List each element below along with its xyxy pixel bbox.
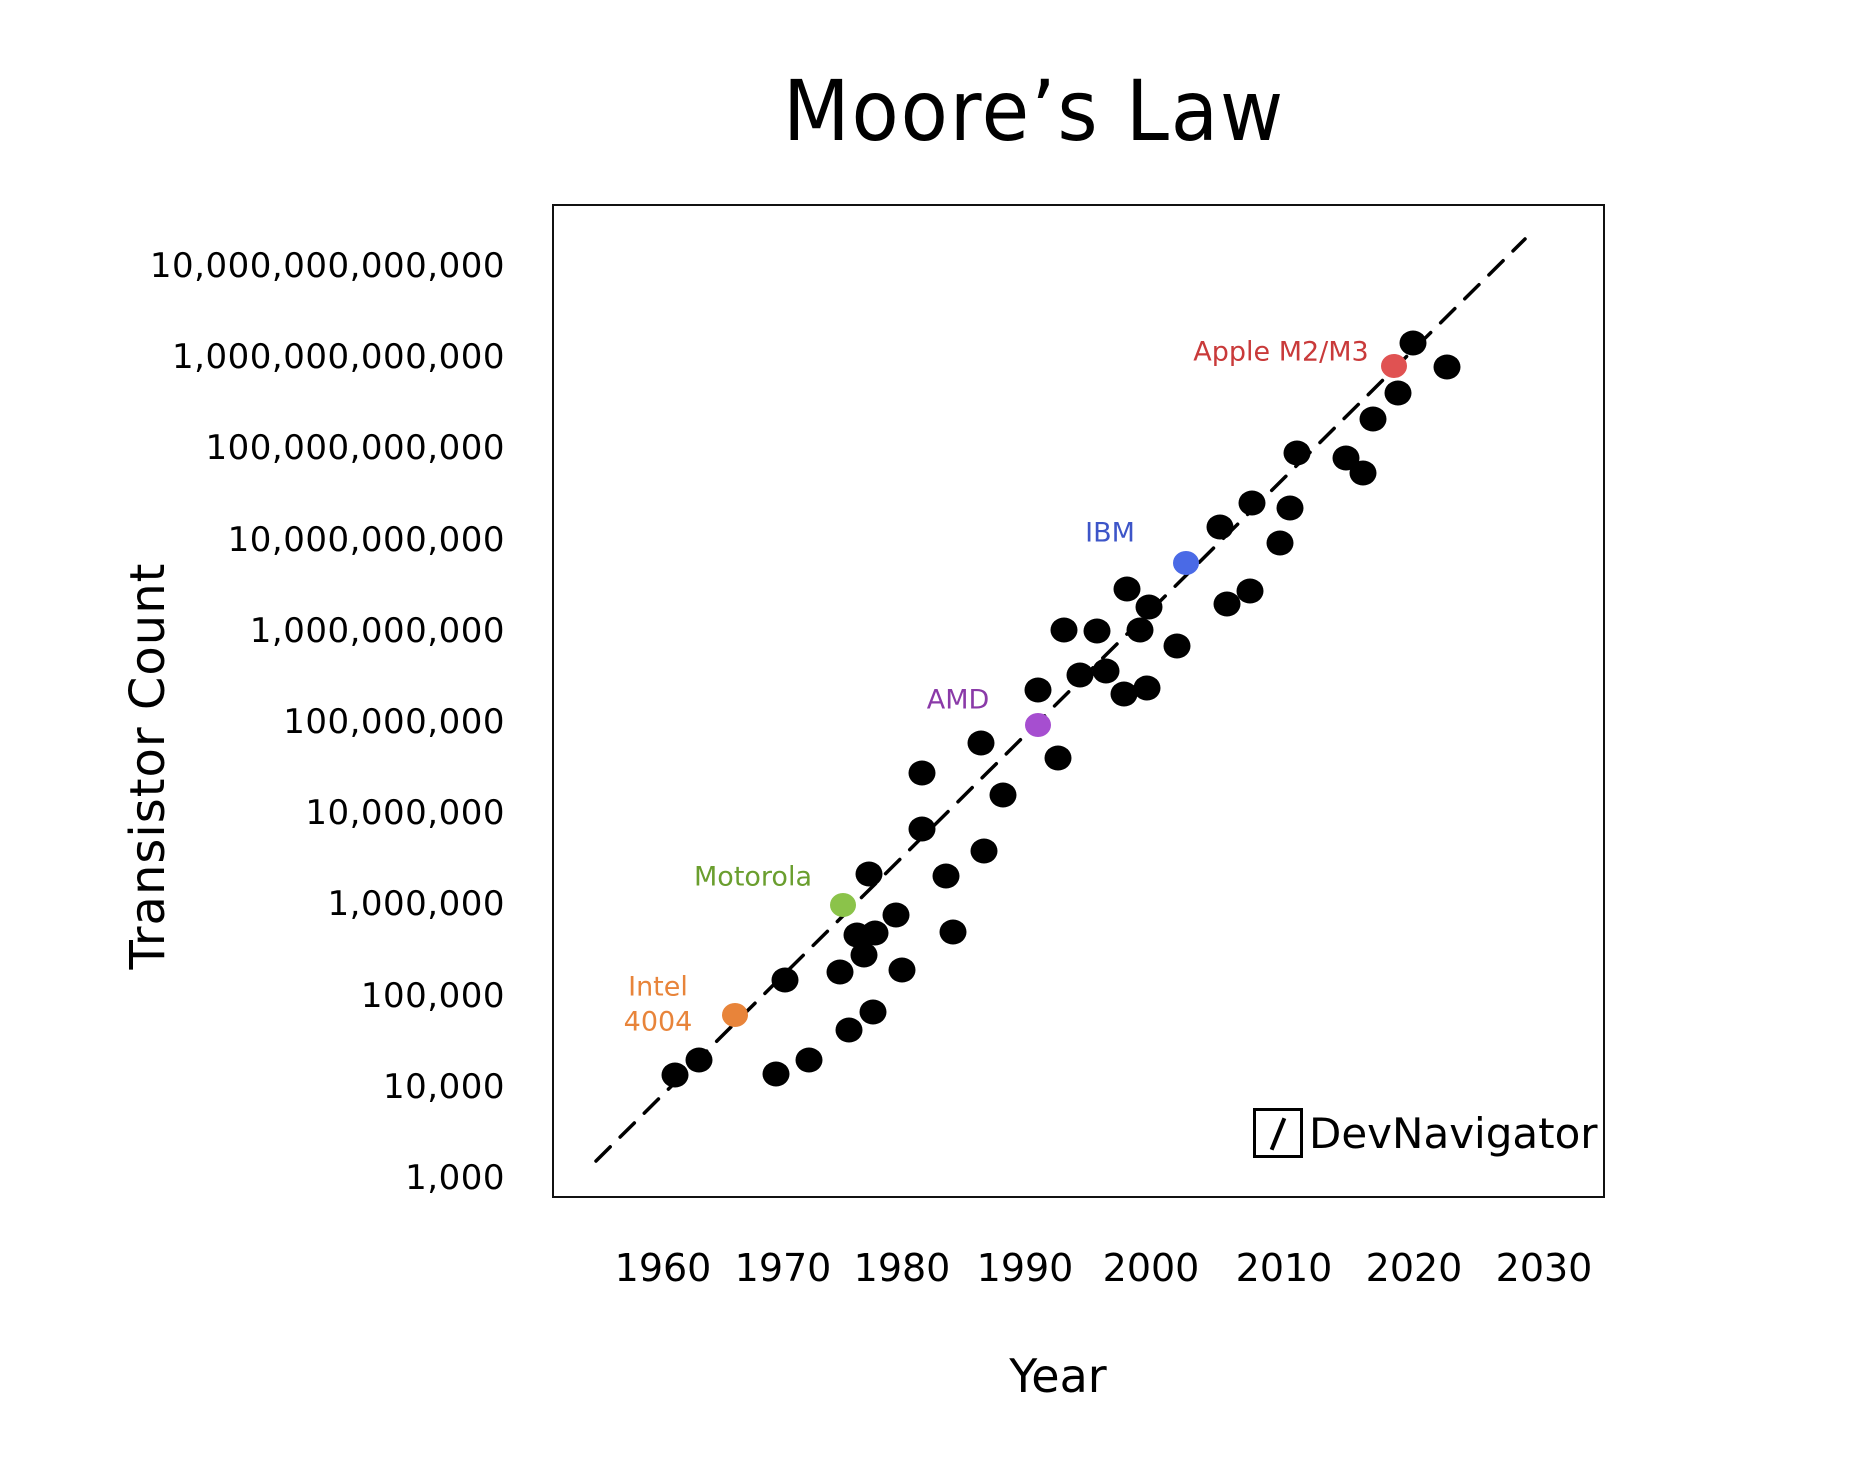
y-tick-label: 1,000,000 [327,884,505,925]
annotation-label: 4004 [623,1006,693,1038]
y-tick-label: 10,000,000,000,000 [149,246,505,286]
devnavigator-watermark: DevNavigator [1253,1108,1598,1158]
annotation-label: AMD [926,684,990,716]
annotation-label: Intel [628,971,688,1003]
annotation-label: IBM [1085,517,1135,549]
annotation-label: Apple M2/M3 [1193,336,1369,368]
chart-title: Moore’s Law [782,62,1286,160]
y-tick-label: 1,000 [405,1158,505,1198]
x-tick-label: 2000 [1102,1246,1200,1290]
x-axis-label: Year [1009,1349,1107,1403]
watermark-text: DevNavigator [1309,1108,1598,1158]
y-tick-label: 10,000 [383,1066,505,1107]
x-tick-label: 2020 [1365,1246,1463,1290]
y-tick-label: 1,000,000,000,000 [172,337,505,378]
y-tick-label: 1,000,000,000 [249,610,505,651]
slash-logo-icon [1253,1108,1303,1158]
y-tick-label: 100,000 [360,975,505,1016]
x-tick-label: 1970 [734,1246,832,1290]
y-axis-label: Transistor Count [120,562,176,970]
y-tick-label: 100,000,000 [283,702,505,742]
x-tick-label: 1980 [853,1246,951,1290]
x-tick-label: 2010 [1235,1246,1333,1290]
annotation-label: Motorola [694,861,812,893]
x-tick-label: 2030 [1495,1246,1593,1290]
plot-area [552,204,1605,1198]
y-tick-label: 10,000,000 [305,793,505,834]
y-tick-label: 100,000,000,000 [205,428,505,469]
x-tick-label: 1990 [976,1246,1074,1290]
x-tick-label: 1960 [614,1246,712,1290]
y-tick-label: 10,000,000,000 [227,519,505,560]
